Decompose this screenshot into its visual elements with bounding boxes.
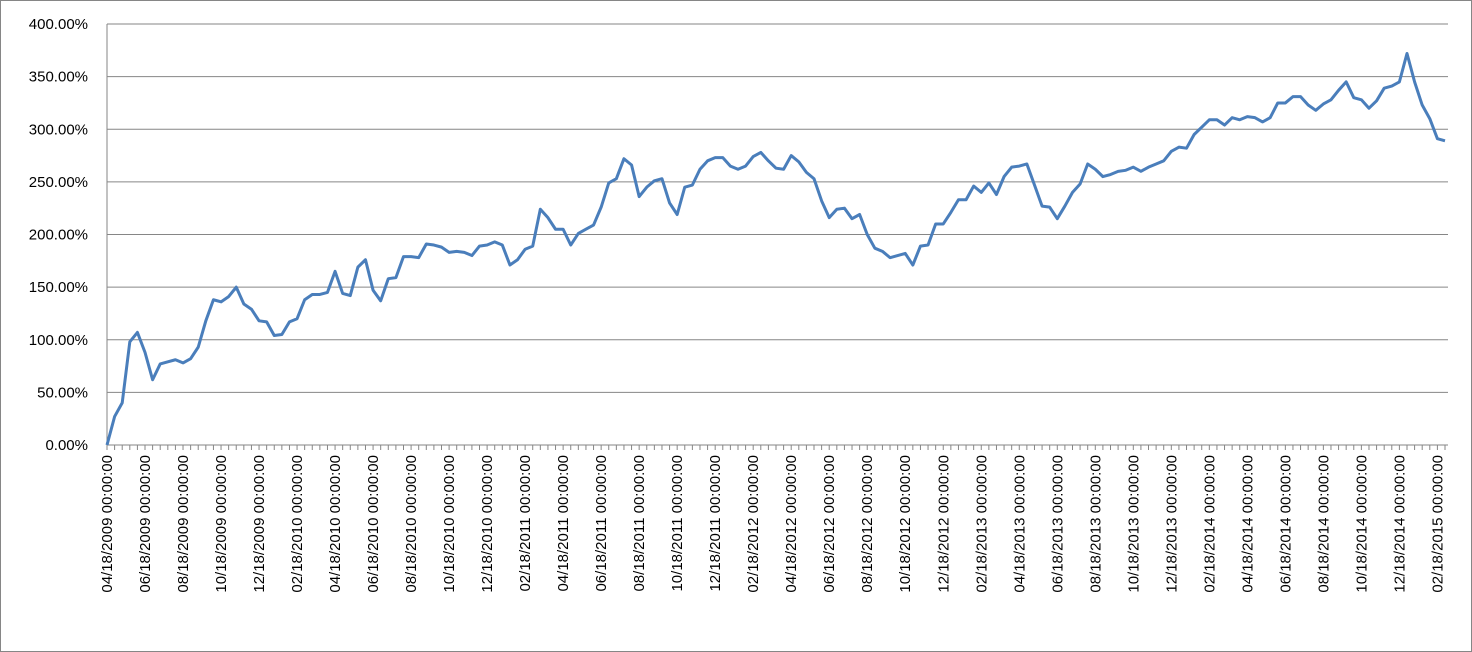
data-line [105, 51, 1446, 446]
x-tick-label: 10/18/2011 00:00:00 [669, 455, 686, 592]
x-tick-label: 02/18/2013 00:00:00 [973, 455, 990, 593]
y-tick-label: 400.00% [29, 16, 88, 33]
x-tick-label: 06/18/2009 00:00:00 [137, 455, 154, 593]
x-tick-label: 04/18/2011 00:00:00 [555, 455, 572, 592]
x-tick-label: 12/18/2010 00:00:00 [479, 455, 496, 593]
x-tick-label: 08/18/2011 00:00:00 [631, 455, 648, 592]
x-tick-label: 10/18/2014 00:00:00 [1353, 455, 1370, 593]
y-tick-label: 150.00% [29, 279, 88, 296]
x-tick-label: 12/18/2013 00:00:00 [1163, 455, 1180, 593]
x-tick-label: 08/18/2010 00:00:00 [403, 455, 420, 593]
x-tick-label: 12/18/2012 00:00:00 [935, 455, 952, 593]
x-tick-label: 06/18/2011 00:00:00 [593, 455, 610, 592]
x-tick-label: 06/18/2010 00:00:00 [365, 455, 382, 593]
y-tick-label: 0.00% [45, 437, 88, 454]
y-tick-label: 250.00% [29, 174, 88, 191]
x-tick-label: 10/18/2012 00:00:00 [897, 455, 914, 593]
x-tick-label: 02/18/2011 00:00:00 [517, 455, 534, 592]
x-tick-label: 08/18/2009 00:00:00 [175, 455, 192, 593]
x-tick-label: 12/18/2011 00:00:00 [707, 455, 724, 592]
y-tick-label: 50.00% [37, 384, 88, 401]
x-tick-label: 06/18/2013 00:00:00 [1049, 455, 1066, 593]
x-tick-label: 04/18/2012 00:00:00 [783, 455, 800, 593]
x-tick-label: 06/18/2014 00:00:00 [1277, 455, 1294, 593]
x-tick-label: 12/18/2014 00:00:00 [1391, 455, 1408, 593]
x-tick-label: 02/18/2010 00:00:00 [289, 455, 306, 593]
x-tick-label: 12/18/2009 00:00:00 [251, 455, 268, 593]
x-tick-label: 06/18/2012 00:00:00 [821, 455, 838, 593]
x-tick-label: 08/18/2012 00:00:00 [859, 455, 876, 593]
x-tick-label: 02/18/2015 00:00:00 [1429, 455, 1446, 593]
x-tick-label: 02/18/2012 00:00:00 [745, 455, 762, 593]
x-tick-label: 10/18/2009 00:00:00 [213, 455, 230, 593]
x-tick-label: 04/18/2014 00:00:00 [1239, 455, 1256, 593]
y-tick-label: 300.00% [29, 121, 88, 138]
x-tick-label: 04/18/2009 00:00:00 [99, 455, 116, 593]
x-tick-label: 08/18/2013 00:00:00 [1087, 455, 1104, 593]
x-tick-label: 04/18/2013 00:00:00 [1011, 455, 1028, 593]
x-tick-label: 08/18/2014 00:00:00 [1315, 455, 1332, 593]
y-tick-label: 100.00% [29, 332, 88, 349]
x-tick-label: 10/18/2013 00:00:00 [1125, 455, 1142, 593]
x-tick-label: 04/18/2010 00:00:00 [327, 455, 344, 593]
y-tick-label: 350.00% [29, 69, 88, 86]
x-tick-label: 02/18/2014 00:00:00 [1201, 455, 1218, 593]
x-tick-label: 10/18/2010 00:00:00 [441, 455, 458, 593]
y-tick-label: 200.00% [29, 227, 88, 244]
